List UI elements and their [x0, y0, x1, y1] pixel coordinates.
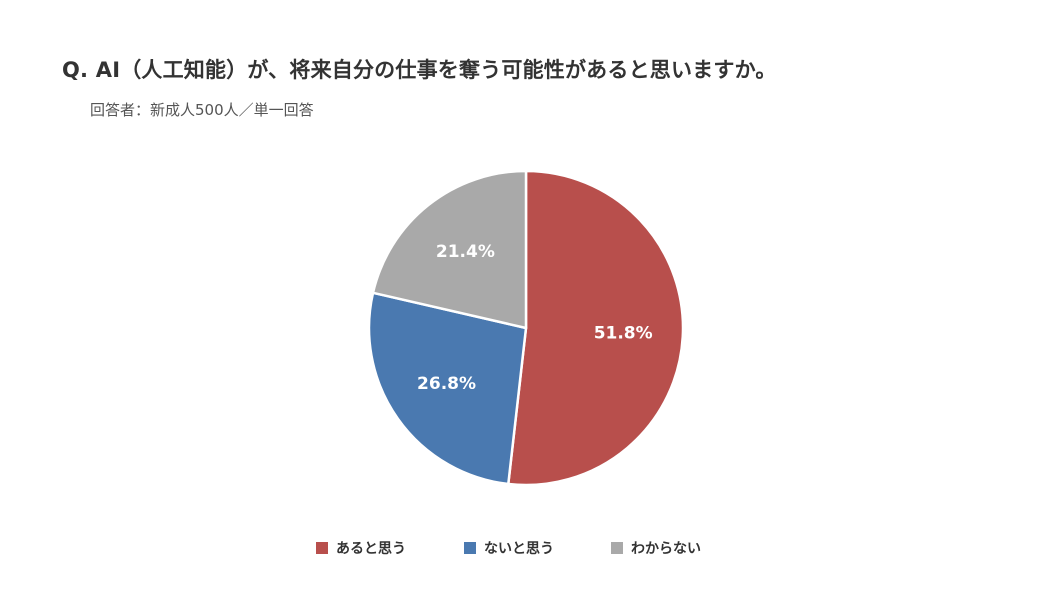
pie-chart: 51.8% 26.8% 21.4%	[367, 169, 685, 487]
data-label-aru: 51.8%	[594, 324, 653, 344]
pie-slice-nai	[367, 291, 528, 486]
legend-swatch-nai	[464, 542, 476, 554]
pie-slice-wakaranai	[371, 169, 528, 330]
data-label-wakaranai: 21.4%	[436, 242, 495, 262]
legend-item-nai: ないと思う	[464, 538, 554, 558]
data-label-nai: 26.8%	[417, 374, 476, 394]
legend-item-aru: あると思う	[316, 538, 406, 558]
legend-swatch-wakaranai	[611, 542, 623, 554]
chart-title: Q. AI（人工知能）が、将来自分の仕事を奪う可能性があると思いますか。	[62, 58, 777, 82]
pie-slice-aru	[507, 169, 685, 487]
legend-swatch-aru	[316, 542, 328, 554]
legend-item-wakaranai: わからない	[611, 538, 701, 558]
chart-legend: あると思う ないと思う わからない	[0, 538, 1058, 558]
legend-label-aru: あると思う	[336, 541, 406, 557]
legend-label-nai: ないと思う	[484, 541, 554, 557]
chart-subtitle: 回答者：新成人500人／単一回答	[90, 101, 314, 119]
legend-label-wakaranai: わからない	[631, 541, 701, 557]
